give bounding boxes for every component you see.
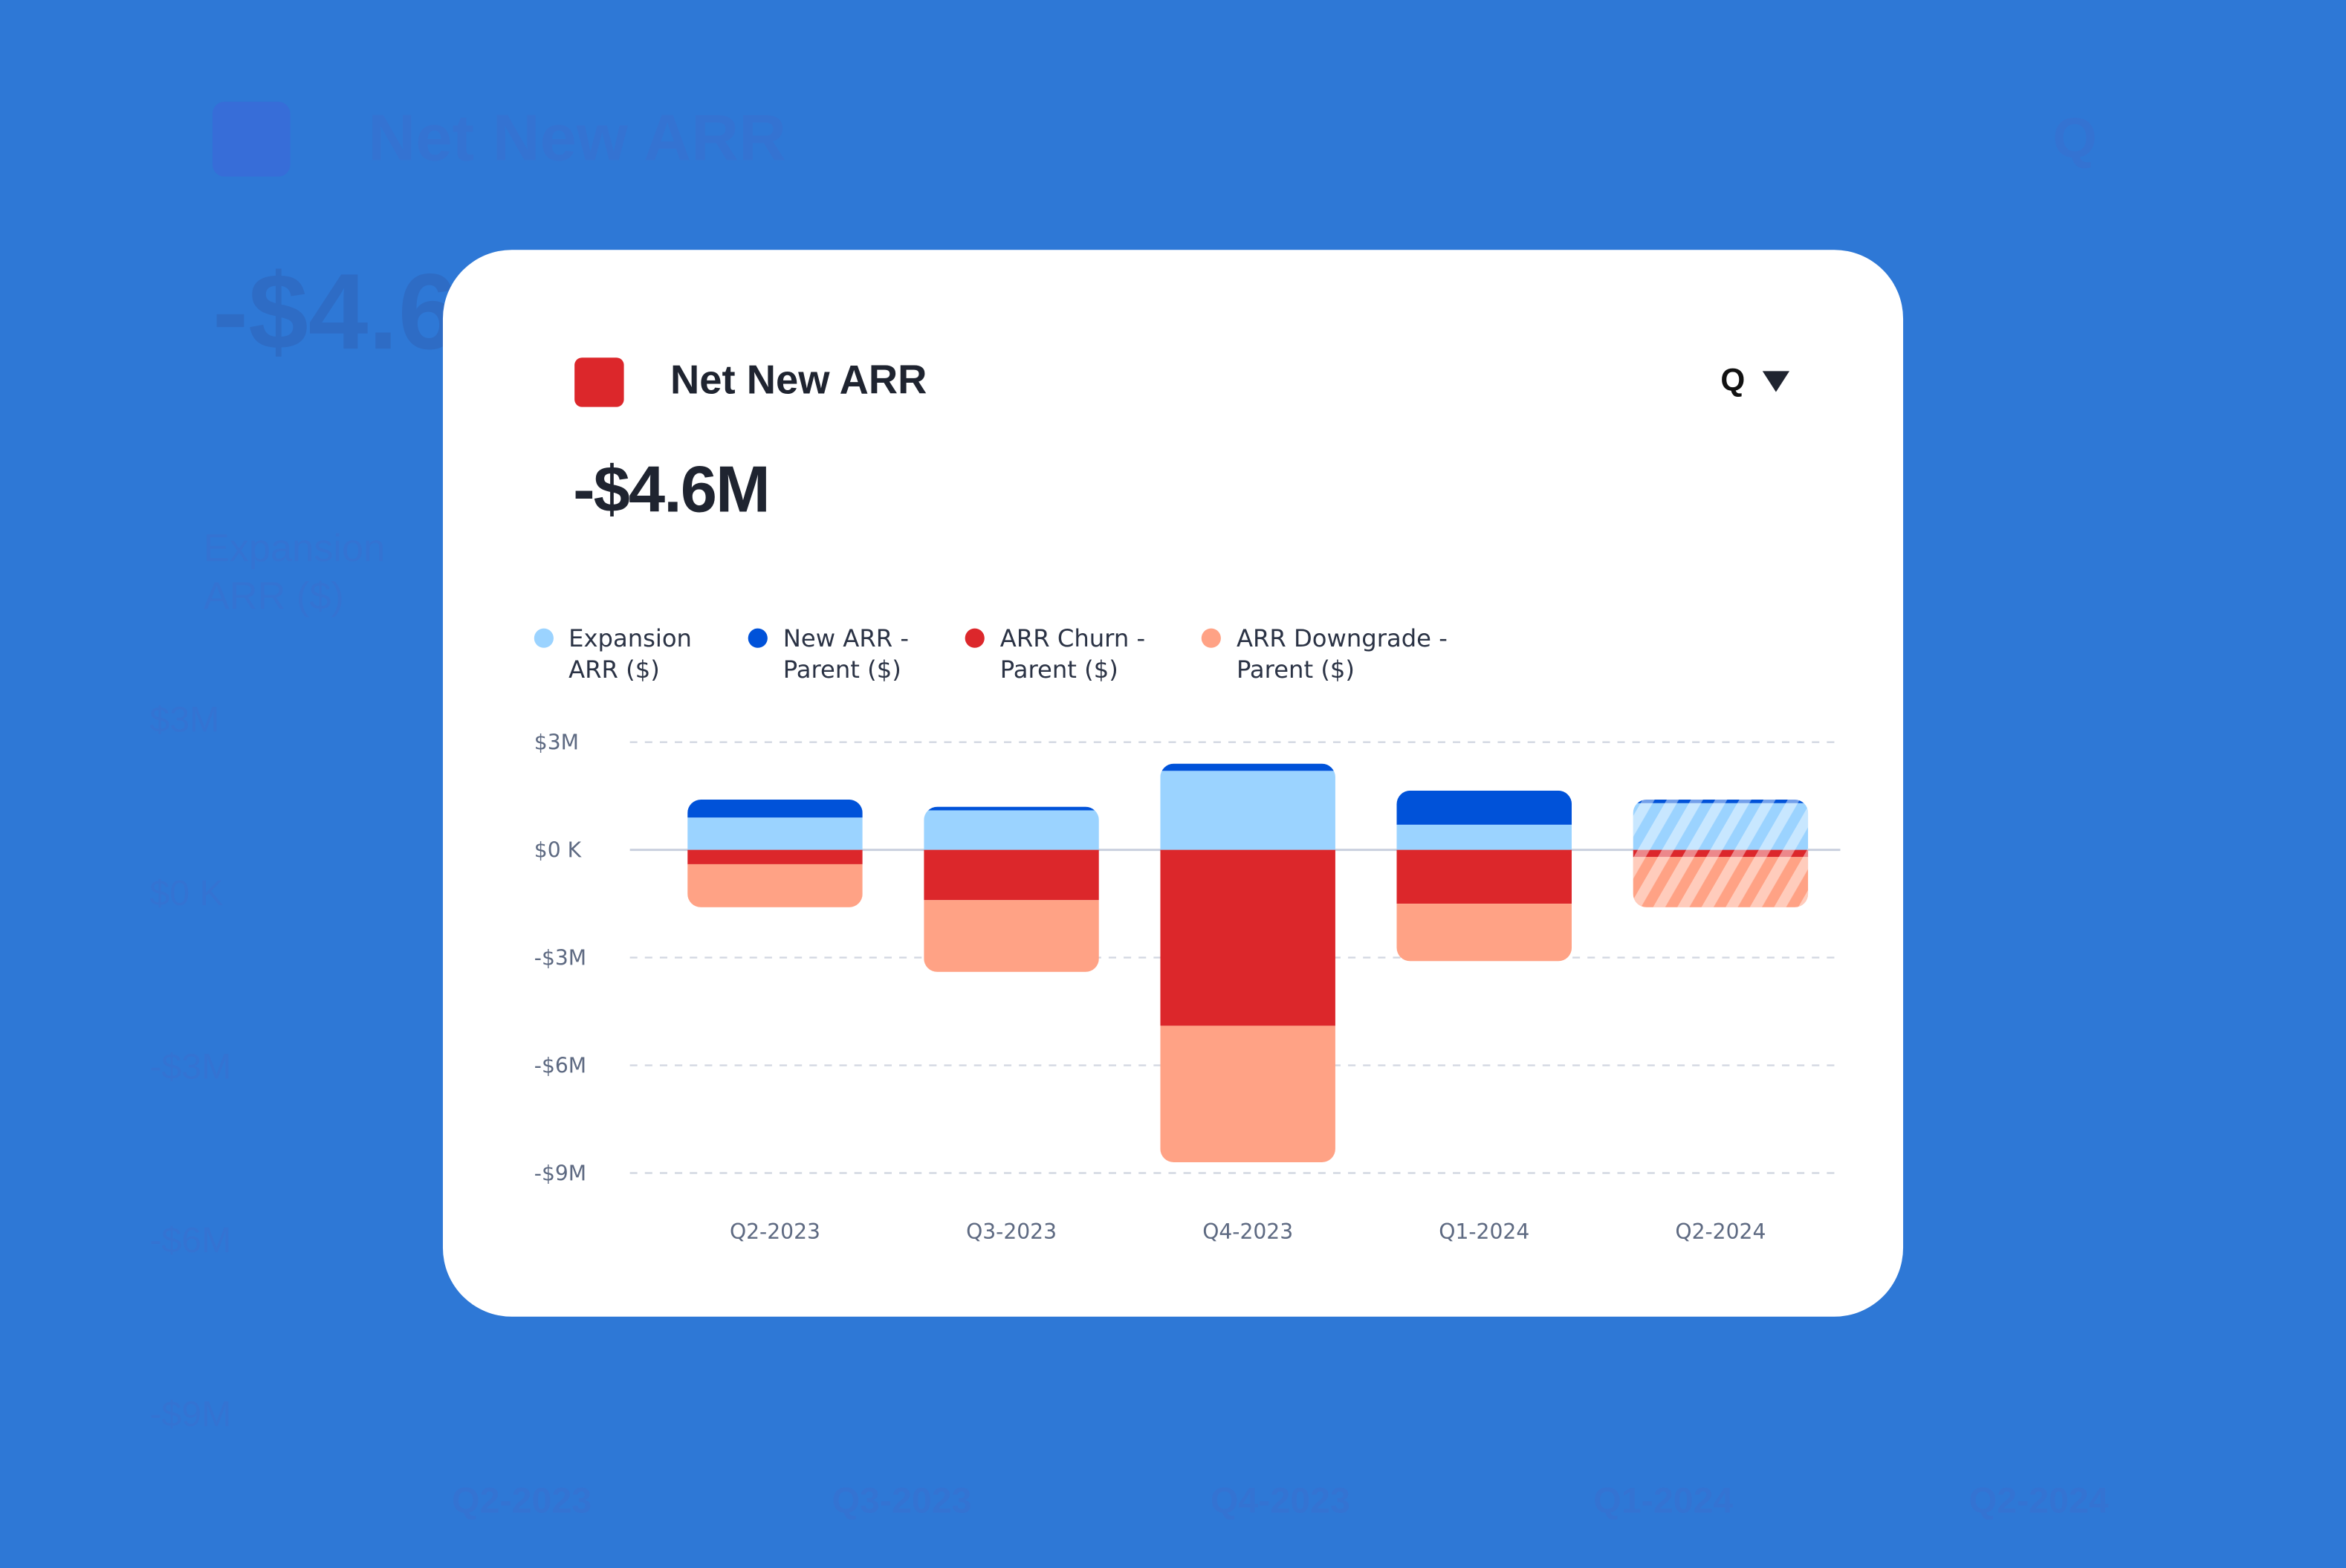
bar-segment-expansion[interactable]: [924, 810, 1099, 850]
legend: Expansion ARR ($) New ARR - Parent ($) A…: [534, 623, 1505, 686]
bar-stack: [924, 806, 1099, 972]
legend-dot-icon: [1202, 628, 1222, 648]
legend-item-churn[interactable]: ARR Churn - Parent ($): [965, 623, 1145, 686]
bar-segment-downgrade[interactable]: [1160, 1026, 1335, 1163]
caret-down-icon: [1763, 371, 1790, 392]
ghost-xtick: Q2-2024: [1968, 1481, 2109, 1522]
legend-label: New ARR - Parent ($): [782, 623, 909, 684]
bar-segment-downgrade[interactable]: [1396, 904, 1572, 962]
ghost-xtick: Q2-2023: [452, 1481, 592, 1522]
bar-stack: [1396, 790, 1572, 962]
bar-segment-churn[interactable]: [687, 849, 863, 864]
ghost-ytick: $3M: [149, 700, 220, 741]
bar-segment-new-arr[interactable]: [924, 806, 1099, 811]
bar-segment-downgrade[interactable]: [687, 864, 863, 907]
bar-segment-expansion[interactable]: [687, 817, 863, 850]
ghost-ytick: -$9M: [149, 1394, 232, 1435]
legend-label: ARR Downgrade - Parent ($): [1236, 623, 1448, 684]
bar-stack: [1160, 763, 1335, 1163]
x-tick-label: Q2-2024: [1675, 1219, 1766, 1244]
projected-hatch: [1633, 799, 1809, 907]
title-marker-icon: [574, 357, 624, 407]
period-dropdown[interactable]: Q: [1720, 363, 1790, 399]
x-tick-label: Q4-2023: [1202, 1219, 1293, 1244]
legend-item-downgrade[interactable]: ARR Downgrade - Parent ($): [1202, 623, 1448, 686]
ghost-period: Q: [2052, 107, 2097, 171]
bar-segment-new-arr[interactable]: [687, 799, 863, 818]
bar-segment-downgrade[interactable]: [924, 900, 1099, 972]
y-tick-label: -$9M: [534, 1162, 586, 1186]
y-tick-label: $0 K: [534, 838, 583, 863]
legend-dot-icon: [965, 628, 985, 648]
ghost-ytick: -$6M: [149, 1220, 232, 1262]
legend-label: ARR Churn - Parent ($): [999, 623, 1146, 684]
legend-dot-icon: [748, 628, 768, 648]
legend-item-new-arr[interactable]: New ARR - Parent ($): [748, 623, 909, 686]
card-title: Net New ARR: [670, 357, 927, 403]
ghost-xtick: Q1-2024: [1593, 1481, 1734, 1522]
bar-segment-new-arr[interactable]: [1160, 763, 1335, 771]
y-tick-label: $3M: [534, 730, 579, 755]
legend-dot-icon: [534, 628, 554, 648]
ghost-title-marker: [212, 101, 291, 177]
bar-stack: [687, 799, 863, 907]
ghost-ytick: -$3M: [149, 1047, 232, 1088]
ghost-ytick: $0 K: [149, 873, 224, 915]
x-tick-label: Q3-2023: [966, 1219, 1057, 1244]
bar-segment-new-arr[interactable]: [1396, 790, 1572, 825]
ghost-legend: Expansion ARR ($): [203, 525, 386, 618]
bar-segment-churn[interactable]: [1396, 849, 1572, 904]
period-label: Q: [1720, 363, 1746, 398]
bar-segment-churn[interactable]: [924, 849, 1099, 901]
y-tick-label: -$3M: [534, 946, 586, 971]
bar-stack: [1633, 799, 1809, 907]
kpi-value: -$4.6M: [573, 453, 771, 527]
legend-item-expansion[interactable]: Expansion ARR ($): [534, 623, 692, 686]
bar-segment-expansion[interactable]: [1160, 771, 1335, 850]
legend-label: Expansion ARR ($): [568, 623, 692, 684]
ghost-title: Net New ARR: [368, 101, 787, 175]
ghost-xtick: Q3-2023: [832, 1481, 972, 1522]
bar-segment-churn[interactable]: [1160, 849, 1335, 1026]
x-tick-label: Q2-2023: [730, 1219, 820, 1244]
x-tick-label: Q1-2024: [1439, 1219, 1529, 1244]
ghost-xtick: Q4-2023: [1210, 1481, 1350, 1522]
bar-segment-expansion[interactable]: [1396, 824, 1572, 850]
y-tick-label: -$6M: [534, 1054, 586, 1078]
